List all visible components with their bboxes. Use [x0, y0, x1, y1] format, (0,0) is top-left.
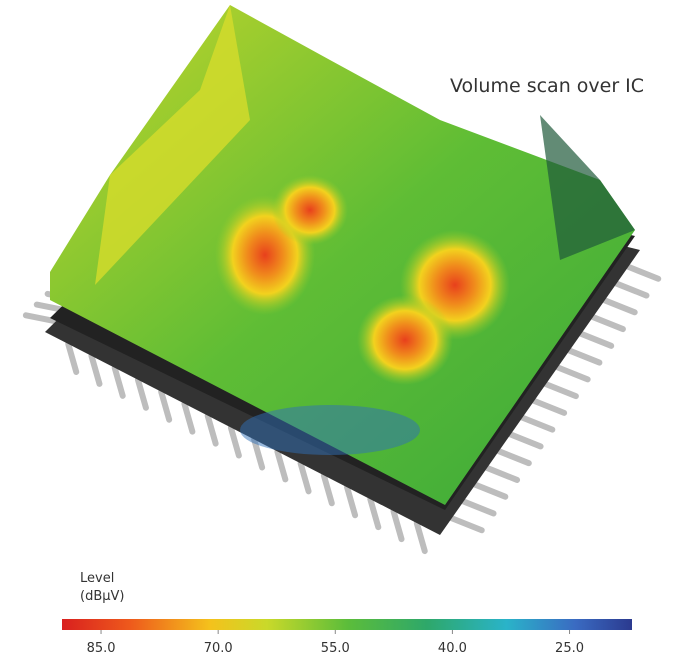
colorbar-tick-label: 70.0 [204, 641, 233, 656]
hotspot [357, 295, 453, 385]
colorbar-tick-label: 85.0 [87, 641, 116, 656]
pin [91, 356, 99, 384]
colorbar [62, 619, 632, 630]
pin [452, 518, 482, 530]
pin [487, 468, 517, 480]
pin [347, 487, 355, 515]
pin [394, 511, 402, 539]
pin [534, 401, 564, 413]
pin [616, 284, 646, 296]
pin [464, 501, 494, 513]
pin [628, 267, 658, 279]
pin [558, 367, 588, 379]
pin [593, 317, 623, 329]
pin [546, 384, 576, 396]
pin [522, 418, 552, 430]
pin [499, 451, 529, 463]
pin [115, 368, 123, 396]
pin [417, 523, 425, 551]
colorbar-tick-label: 55.0 [321, 641, 350, 656]
field-low [240, 405, 420, 455]
colorbar-unit: (dBµV) [80, 589, 124, 604]
pin [569, 351, 599, 363]
pin [605, 300, 635, 312]
pin [301, 463, 309, 491]
hotspot [272, 175, 348, 245]
pin [370, 499, 378, 527]
colorbar-label: Level [80, 571, 114, 586]
pin [511, 434, 541, 446]
scene: Volume scan over IC Level (dBµV) 85.0 70.… [0, 0, 685, 658]
pin [277, 451, 285, 479]
pin [138, 380, 146, 408]
pin [208, 416, 216, 444]
pin [161, 392, 169, 420]
pin [231, 428, 239, 456]
pin [581, 334, 611, 346]
colorbar-tick-label: 25.0 [555, 641, 584, 656]
pin [68, 344, 76, 372]
pin [475, 485, 505, 497]
title: Volume scan over IC [450, 75, 644, 97]
pin [324, 475, 332, 503]
colorbar-tick-label: 40.0 [438, 641, 467, 656]
pin [184, 404, 192, 432]
